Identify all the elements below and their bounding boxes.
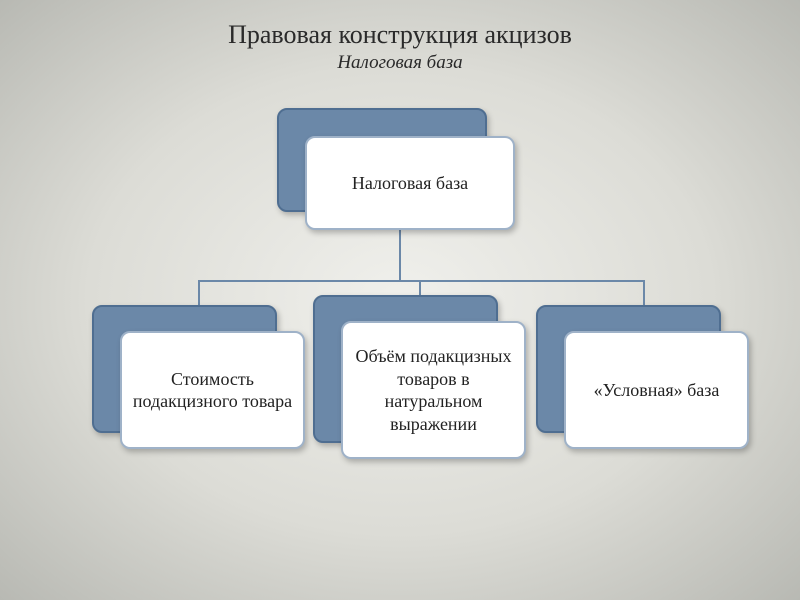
node-child-1-front: Стоимость подакцизного товара xyxy=(120,331,305,449)
node-child-3-front: «Условная» база xyxy=(564,331,749,449)
node-child-2-front: Объём подакцизных товаров в натуральном … xyxy=(341,321,526,459)
connector-root-down xyxy=(399,230,401,280)
connector-bus xyxy=(198,280,645,282)
node-child-3-label: «Условная» база xyxy=(594,379,720,402)
node-root-label: Налоговая база xyxy=(352,172,468,195)
node-child-2-label: Объём подакцизных товаров в натуральном … xyxy=(353,345,514,435)
org-chart: Налоговая база Стоимость подакцизного то… xyxy=(0,0,800,600)
connector-c3-down xyxy=(643,280,645,305)
node-child-1-label: Стоимость подакцизного товара xyxy=(132,368,293,413)
node-root-front: Налоговая база xyxy=(305,136,515,230)
connector-c1-down xyxy=(198,280,200,305)
